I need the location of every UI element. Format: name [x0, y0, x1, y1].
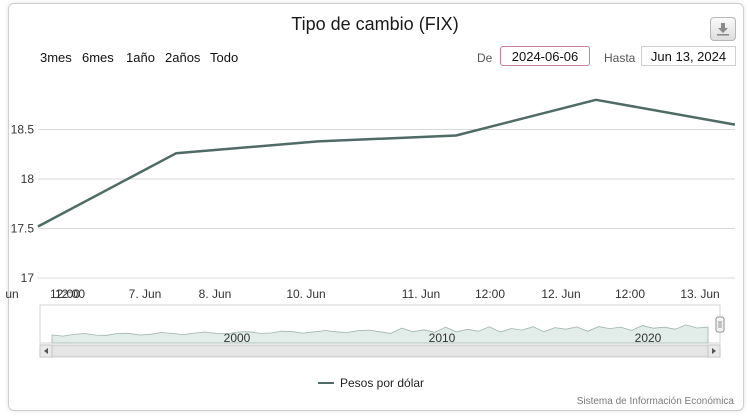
date-from-label: De — [477, 51, 493, 65]
download-icon — [717, 23, 729, 36]
date-from-input[interactable] — [500, 46, 590, 66]
date-to-input[interactable] — [641, 46, 736, 66]
export-button[interactable] — [710, 17, 736, 41]
legend-swatch — [318, 382, 334, 384]
date-to-label: Hasta — [604, 51, 636, 65]
range-button-1y[interactable]: 1año — [126, 50, 155, 65]
range-button-all[interactable]: Todo — [210, 50, 239, 65]
credit-text: Sistema de Información Económica — [576, 396, 734, 407]
legend-item[interactable]: Pesos por dólar — [318, 376, 424, 390]
scrollbar-track[interactable] — [39, 344, 721, 358]
range-button-2y[interactable]: 2años — [165, 50, 201, 65]
navigator-handle-right[interactable] — [715, 316, 725, 333]
legend-label: Pesos por dólar — [340, 376, 425, 390]
range-button-6m[interactable]: 6mes — [82, 50, 114, 65]
scrollbar-left-arrow[interactable] — [39, 344, 53, 358]
scrollbar-right-arrow[interactable] — [707, 344, 721, 358]
chart-title: Tipo de cambio (FIX) — [291, 14, 459, 34]
range-button-3m[interactable]: 3mes — [40, 50, 72, 65]
